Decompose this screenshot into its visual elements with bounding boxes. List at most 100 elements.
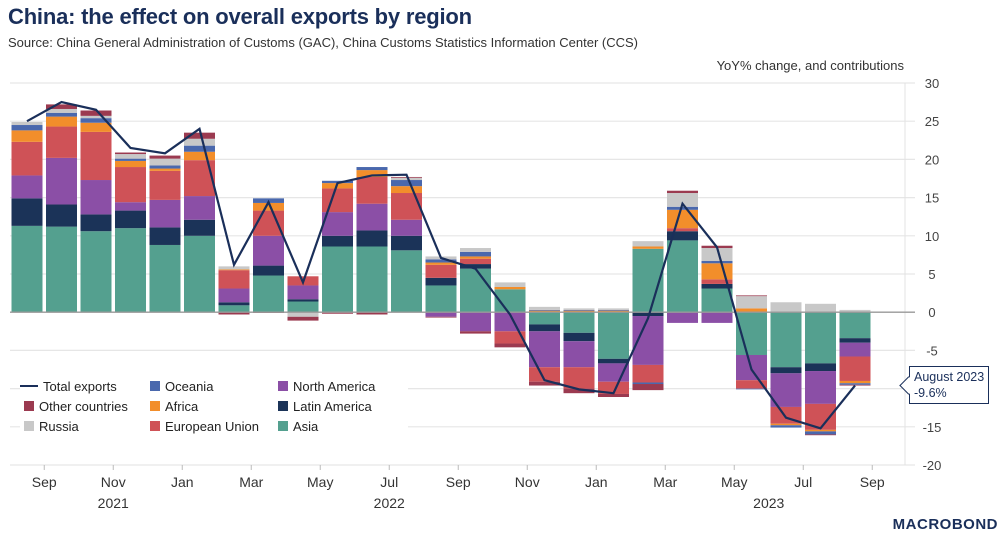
y-tick-label: 30: [925, 76, 939, 91]
bar-segment-russia: [529, 306, 560, 310]
bar-stacks: [11, 104, 871, 436]
bar-segment-european-union: [598, 381, 629, 394]
bar-segment-russia: [598, 308, 629, 310]
bar-segment-latin-america: [632, 312, 664, 317]
bar-segment-oceania: [322, 180, 353, 184]
bar-segment-latin-america: [322, 235, 353, 247]
bar-segment-north-america: [80, 180, 112, 215]
x-year-label: 2021: [98, 495, 129, 511]
bar-segment-european-union: [149, 170, 181, 200]
x-tick-label: Jul: [794, 474, 812, 490]
bar-stack: [46, 104, 77, 313]
bar-segment-russia: [46, 108, 77, 113]
bar-segment-russia: [736, 296, 767, 309]
bar-segment-north-america: [356, 203, 388, 231]
bar-segment-oceania: [770, 425, 802, 428]
bar-segment-european-union: [322, 188, 353, 213]
bar-segment-other-countries: [529, 381, 560, 386]
bar-segment-european-union: [494, 331, 526, 344]
y-axis-unit-label: YoY% change, and contributions: [716, 58, 904, 73]
bar-segment-africa: [563, 310, 595, 313]
bar-segment-russia: [149, 158, 181, 166]
bar-segment-other-countries: [598, 393, 629, 398]
bar-segment-north-america: [494, 312, 526, 332]
bar-segment-north-america: [839, 342, 871, 357]
bar-segment-other-countries: [218, 312, 250, 315]
bar-segment-latin-america: [253, 265, 284, 276]
bar-segment-other-countries: [563, 388, 595, 394]
bar-segment-africa: [46, 116, 77, 127]
bar-stack: [149, 155, 181, 313]
bar-segment-latin-america: [563, 332, 595, 342]
bar-stack: [839, 309, 871, 386]
bar-segment-latin-america: [46, 204, 77, 227]
bar-segment-oceania: [598, 309, 629, 311]
bar-segment-russia: [80, 115, 112, 119]
bar-segment-oceania: [839, 383, 871, 385]
bar-segment-latin-america: [149, 227, 181, 245]
x-year-label: 2022: [374, 495, 405, 511]
bar-stack: [218, 266, 250, 315]
bar-stack: [667, 190, 698, 323]
chart-title: China: the effect on overall exports by …: [8, 4, 472, 29]
bar-segment-asia: [115, 228, 146, 313]
bar-segment-asia: [598, 312, 629, 359]
bar-segment-oceania: [46, 112, 77, 117]
bar-segment-european-union: [839, 356, 871, 381]
bar-segment-africa: [425, 262, 457, 265]
bar-segment-asia: [805, 312, 836, 364]
bar-segment-other-countries: [736, 295, 767, 297]
legend-item-russia: Russia: [20, 419, 150, 434]
x-tick-label: May: [307, 474, 333, 490]
y-tick-label: 0: [928, 305, 935, 320]
bar-segment-other-countries: [184, 132, 215, 139]
bar-segment-other-countries: [287, 316, 319, 321]
bar-segment-european-union: [736, 380, 767, 389]
x-tick-label: Nov: [101, 474, 126, 490]
bar-stack: [11, 121, 43, 313]
bar-segment-european-union: [529, 367, 560, 382]
bar-segment-latin-america: [667, 231, 698, 241]
bar-segment-european-union: [391, 193, 422, 220]
bar-segment-north-america: [460, 312, 491, 332]
legend-item-asia: Asia: [278, 419, 408, 434]
bar-segment-other-countries: [839, 384, 871, 386]
bar-segment-russia: [805, 303, 836, 313]
bar-segment-africa: [11, 130, 43, 142]
legend-item-north-america: North America: [278, 379, 408, 394]
bar-segment-russia: [184, 138, 215, 146]
bar-segment-north-america: [701, 312, 733, 323]
bar-segment-asia: [253, 275, 284, 313]
bar-segment-other-countries: [667, 190, 698, 194]
y-tick-label: -15: [923, 420, 942, 435]
bar-segment-other-countries: [425, 316, 457, 318]
annotation-callout: August 2023 -9.6%: [909, 366, 990, 404]
bar-segment-russia: [770, 302, 802, 313]
bar-segment-north-america: [322, 212, 353, 236]
bar-segment-european-union: [632, 364, 664, 383]
bar-segment-european-union: [115, 167, 146, 203]
bar-segment-africa: [115, 160, 146, 168]
bar-segment-latin-america: [115, 210, 146, 229]
bar-stack: [322, 180, 353, 314]
bar-stack: [598, 308, 629, 398]
bar-segment-oceania: [701, 261, 733, 264]
bar-segment-africa: [253, 202, 284, 211]
bar-stack: [425, 256, 457, 318]
legend-swatch: [150, 381, 160, 391]
bar-segment-russia: [494, 282, 526, 287]
bar-segment-oceania: [563, 309, 595, 311]
bar-segment-european-union: [701, 279, 733, 284]
legend-swatch: [150, 421, 160, 431]
bar-segment-other-countries: [46, 104, 77, 109]
bar-segment-africa: [218, 269, 250, 271]
y-tick-label: -5: [926, 343, 938, 358]
x-year-label: 2023: [753, 495, 784, 511]
bar-segment-russia: [460, 248, 491, 252]
bar-segment-oceania: [632, 382, 664, 385]
bar-segment-north-america: [115, 202, 146, 211]
bar-segment-russia: [218, 266, 250, 270]
bar-segment-asia: [46, 226, 77, 313]
x-axis: Sep Nov Jan Mar May Jul Sep Nov Jan Mar May Jul Sep 2…: [32, 465, 885, 511]
